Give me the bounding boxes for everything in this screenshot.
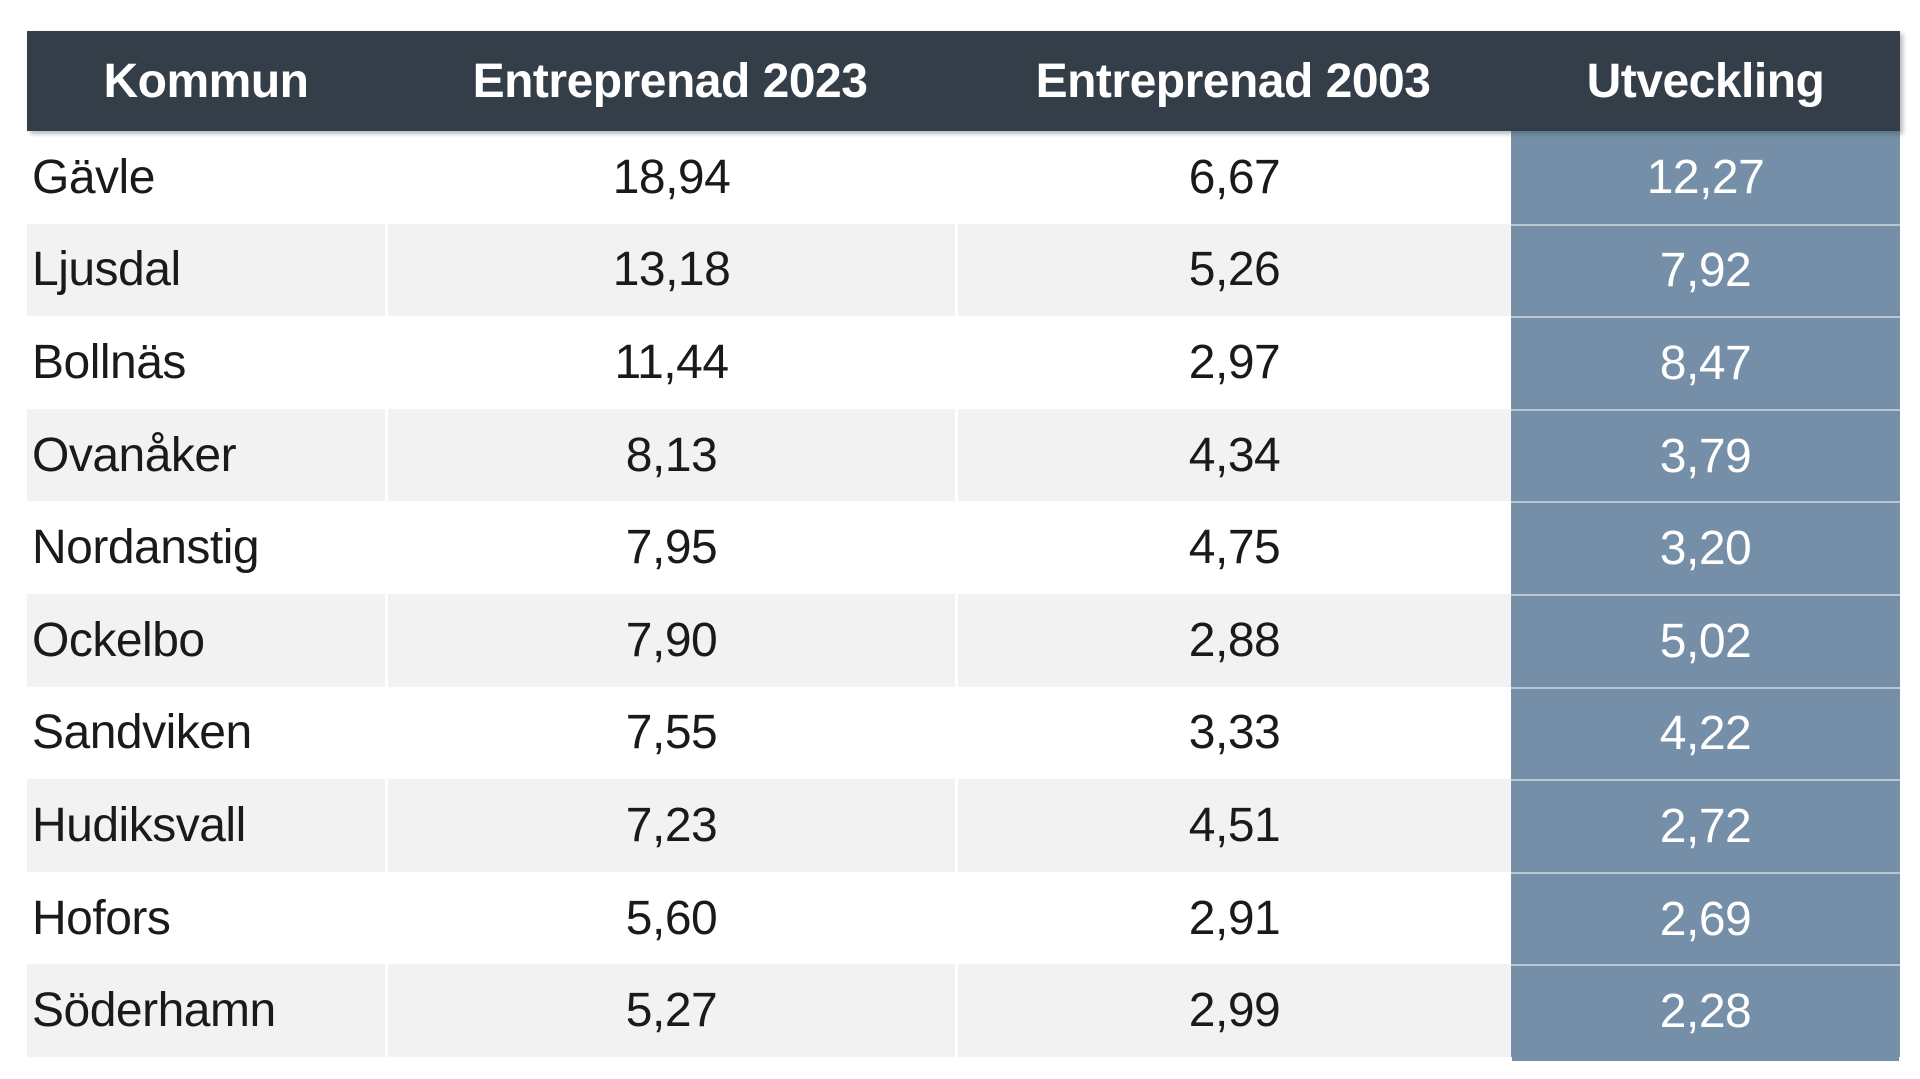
cell-utveckling: 12,27 — [1511, 131, 1900, 224]
column-header-entreprenad-2003: Entreprenad 2003 — [1035, 54, 1431, 108]
cell-utveckling: 2,69 — [1511, 871, 1900, 965]
cell-entreprenad-2023: 7,23 — [385, 779, 955, 872]
cell-kommun: Hofors — [27, 871, 385, 965]
cell-kommun: Gävle — [27, 131, 385, 224]
cell-kommun: Söderhamn — [27, 964, 385, 1057]
cell-entreprenad-2023: 7,95 — [385, 501, 955, 594]
table-row: Ljusdal 13,18 5,26 7,92 — [27, 223, 1900, 317]
cell-utveckling: 3,79 — [1511, 408, 1900, 502]
cell-entreprenad-2023: 11,44 — [385, 316, 955, 409]
cell-entreprenad-2023: 18,94 — [385, 131, 955, 224]
cell-entreprenad-2023: 13,18 — [385, 223, 955, 317]
cell-utveckling: 8,47 — [1511, 316, 1900, 409]
cell-utveckling: 4,22 — [1511, 686, 1900, 780]
column-header-kommun: Kommun — [103, 54, 309, 108]
cell-entreprenad-2003: 4,51 — [955, 779, 1511, 872]
cell-entreprenad-2003: 2,97 — [955, 316, 1511, 409]
cell-entreprenad-2023: 8,13 — [385, 408, 955, 502]
cell-utveckling: 5,02 — [1511, 593, 1900, 687]
column-header-utveckling: Utveckling — [1586, 54, 1825, 108]
cell-utveckling: 3,20 — [1511, 501, 1900, 594]
table-row: Söderhamn 5,27 2,99 2,28 — [27, 964, 1900, 1057]
cell-entreprenad-2003: 2,99 — [955, 964, 1511, 1057]
table-row: Nordanstig 7,95 4,75 3,20 — [27, 501, 1900, 594]
cell-kommun: Nordanstig — [27, 501, 385, 594]
table-row: Ockelbo 7,90 2,88 5,02 — [27, 593, 1900, 687]
cell-kommun: Ockelbo — [27, 593, 385, 687]
cell-entreprenad-2003: 3,33 — [955, 686, 1511, 780]
cell-entreprenad-2003: 4,34 — [955, 408, 1511, 502]
table-row: Gävle 18,94 6,67 12,27 — [27, 131, 1900, 224]
cell-kommun: Ovanåker — [27, 408, 385, 502]
cell-entreprenad-2003: 4,75 — [955, 501, 1511, 594]
cell-utveckling: 2,72 — [1511, 779, 1900, 872]
table-header-row: Kommun Entreprenad 2023 Entreprenad 2003… — [27, 31, 1900, 131]
table-row: Hofors 5,60 2,91 2,69 — [27, 871, 1900, 965]
cell-utveckling: 2,28 — [1511, 964, 1900, 1057]
cell-entreprenad-2023: 7,90 — [385, 593, 955, 687]
cell-kommun: Bollnäs — [27, 316, 385, 409]
table-row: Sandviken 7,55 3,33 4,22 — [27, 686, 1900, 780]
cell-entreprenad-2003: 6,67 — [955, 131, 1511, 224]
municipality-comparison-table: Kommun Entreprenad 2023 Entreprenad 2003… — [27, 31, 1900, 1057]
cell-utveckling: 7,92 — [1511, 223, 1900, 317]
table-row: Ovanåker 8,13 4,34 3,79 — [27, 408, 1900, 502]
table-row: Hudiksvall 7,23 4,51 2,72 — [27, 779, 1900, 872]
cell-entreprenad-2023: 5,27 — [385, 964, 955, 1057]
cell-entreprenad-2003: 2,88 — [955, 593, 1511, 687]
cell-kommun: Ljusdal — [27, 223, 385, 317]
cell-entreprenad-2003: 5,26 — [955, 223, 1511, 317]
cell-entreprenad-2023: 5,60 — [385, 871, 955, 965]
cell-entreprenad-2023: 7,55 — [385, 686, 955, 780]
cell-kommun: Hudiksvall — [27, 779, 385, 872]
table-row: Bollnäs 11,44 2,97 8,47 — [27, 316, 1900, 409]
cell-entreprenad-2003: 2,91 — [955, 871, 1511, 965]
cell-kommun: Sandviken — [27, 686, 385, 780]
table-body: Gävle 18,94 6,67 12,27 Ljusdal 13,18 5,2… — [27, 131, 1900, 1057]
column-header-entreprenad-2023: Entreprenad 2023 — [472, 54, 868, 108]
